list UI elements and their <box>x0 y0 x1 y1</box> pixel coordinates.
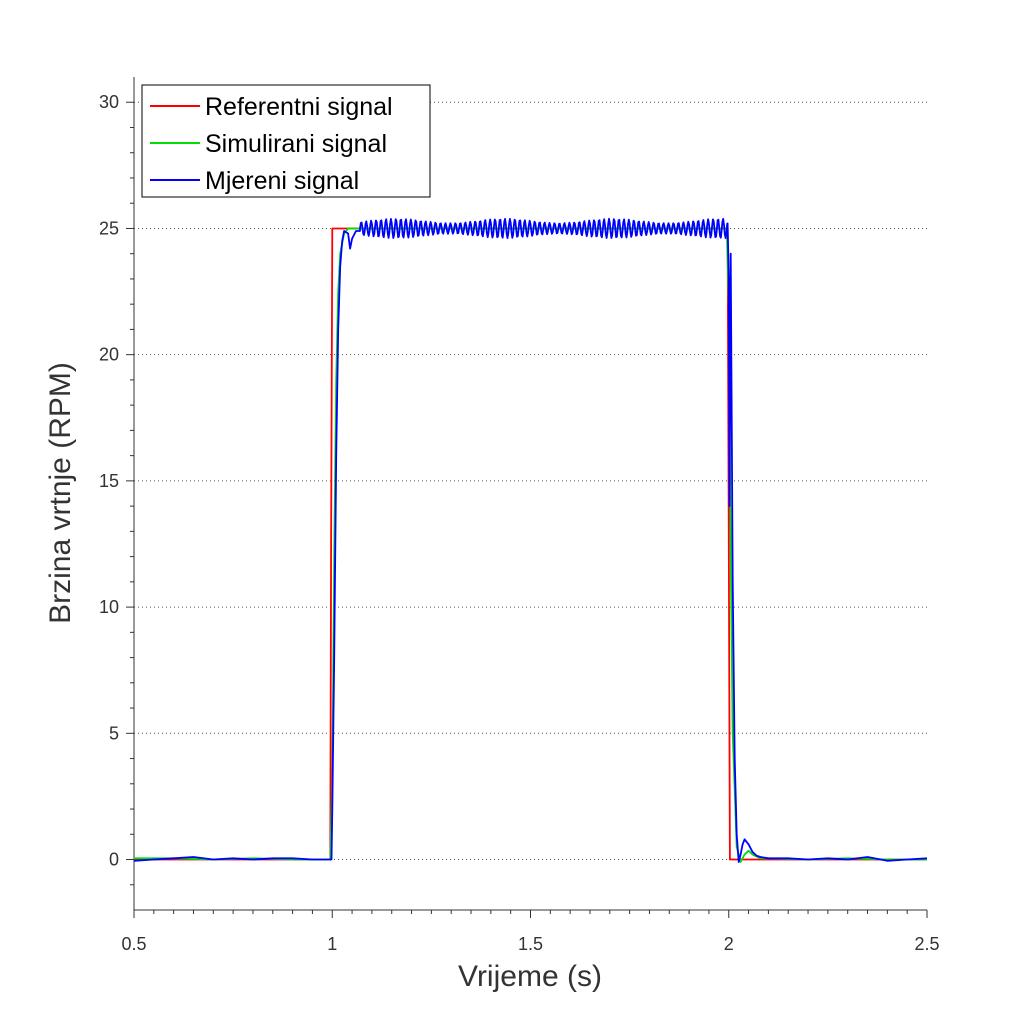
tick-labels: 0 5 10 15 20 25 30 0.5 1 1.5 2 2.5 <box>99 92 940 954</box>
data-series <box>133 217 928 863</box>
x-tick-label: 0.5 <box>121 934 146 954</box>
x-tick-label: 1 <box>327 934 337 954</box>
x-tick-label: 2 <box>724 934 734 954</box>
legend-label-simulirani: Simulirani signal <box>205 130 387 158</box>
plot-background <box>134 77 927 910</box>
y-tick-label: 10 <box>99 597 119 617</box>
y-tick-label: 0 <box>109 850 119 870</box>
y-tick-label: 25 <box>99 218 119 238</box>
y-tick-label: 5 <box>109 723 119 743</box>
x-axis-title: Vrijeme (s) <box>458 960 602 993</box>
y-tick-label: 30 <box>99 92 119 112</box>
y-axis-title: Brzina vrtnje (RPM) <box>44 362 77 624</box>
series-mjereni-signal <box>133 217 928 863</box>
y-tick-label: 20 <box>99 345 119 365</box>
x-tick-label: 2.5 <box>914 934 939 954</box>
tick-marks <box>126 101 928 918</box>
legend-label-mjereni: Mjereni signal <box>205 167 359 195</box>
y-tick-label: 15 <box>99 471 119 491</box>
legend: Referentni signal Simulirani signal Mjer… <box>141 84 431 198</box>
legend-box <box>141 84 431 198</box>
series-referentni-signal <box>134 227 927 861</box>
x-tick-label: 1.5 <box>518 934 543 954</box>
legend-label-referentni: Referentni signal <box>205 93 393 121</box>
